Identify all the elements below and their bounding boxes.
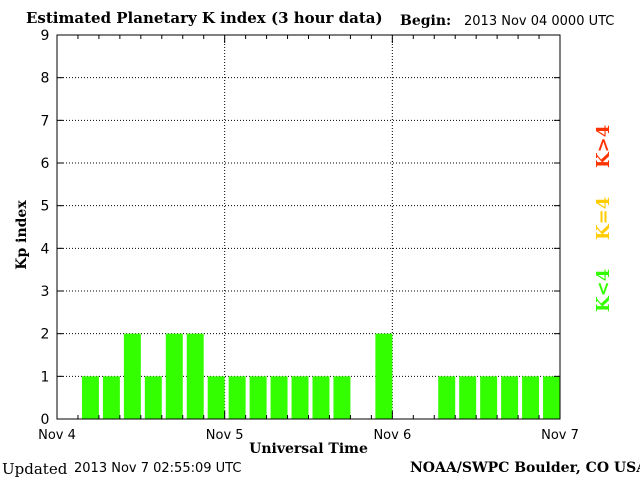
legend-k-less-than-4: K<4 bbox=[593, 268, 614, 312]
y-tick-label: 8 bbox=[41, 71, 50, 87]
kp-bar bbox=[228, 376, 246, 419]
begin-value: 2013 Nov 04 0000 UTC bbox=[464, 14, 615, 29]
x-tick-label: Nov 6 bbox=[373, 428, 411, 443]
kp-bar bbox=[501, 376, 519, 419]
kp-bar bbox=[312, 376, 330, 419]
legend-k-greater-than-4: K>4 bbox=[593, 124, 614, 168]
x-tick-label: Nov 5 bbox=[206, 428, 244, 443]
kp-bar bbox=[249, 376, 267, 419]
kp-bar bbox=[459, 376, 477, 419]
kp-bar bbox=[207, 376, 225, 419]
y-tick-label: 9 bbox=[41, 28, 50, 44]
x-axis-label: Universal Time bbox=[249, 441, 368, 457]
credit-text: NOAA/SWPC Boulder, CO USA bbox=[410, 460, 640, 476]
begin-label: Begin: bbox=[400, 13, 452, 29]
y-axis-label: Kp index bbox=[14, 200, 30, 270]
kp-bar bbox=[438, 376, 456, 419]
legend-k-equals-4: K=4 bbox=[593, 196, 614, 240]
kp-bar bbox=[144, 376, 162, 419]
kp-bar bbox=[291, 376, 309, 419]
kp-bar bbox=[333, 376, 351, 419]
y-tick-label: 3 bbox=[41, 284, 50, 300]
kp-bar bbox=[165, 333, 183, 419]
y-tick-label: 4 bbox=[41, 241, 50, 257]
kp-bar bbox=[270, 376, 288, 419]
kp-bar bbox=[186, 333, 204, 419]
y-tick-label: 5 bbox=[41, 199, 50, 215]
y-tick-label: 0 bbox=[41, 412, 50, 428]
kp-bar bbox=[375, 333, 393, 419]
y-tick-label: 1 bbox=[41, 369, 50, 385]
chart-title: Estimated Planetary K index (3 hour data… bbox=[26, 9, 383, 27]
y-tick-label: 6 bbox=[41, 156, 50, 172]
x-tick-label: Nov 4 bbox=[38, 428, 76, 443]
kp-bar bbox=[522, 376, 540, 419]
kp-bar bbox=[480, 376, 498, 419]
kp-bar bbox=[123, 333, 141, 419]
x-tick-label: Nov 7 bbox=[541, 428, 579, 443]
y-tick-label: 2 bbox=[41, 327, 50, 343]
kp-bar bbox=[102, 376, 120, 419]
updated-value: 2013 Nov 7 02:55:09 UTC bbox=[74, 461, 242, 476]
kp-bar bbox=[81, 376, 99, 419]
kp-bar bbox=[543, 376, 560, 419]
updated-label: Updated bbox=[2, 460, 68, 478]
y-tick-label: 7 bbox=[41, 113, 50, 129]
